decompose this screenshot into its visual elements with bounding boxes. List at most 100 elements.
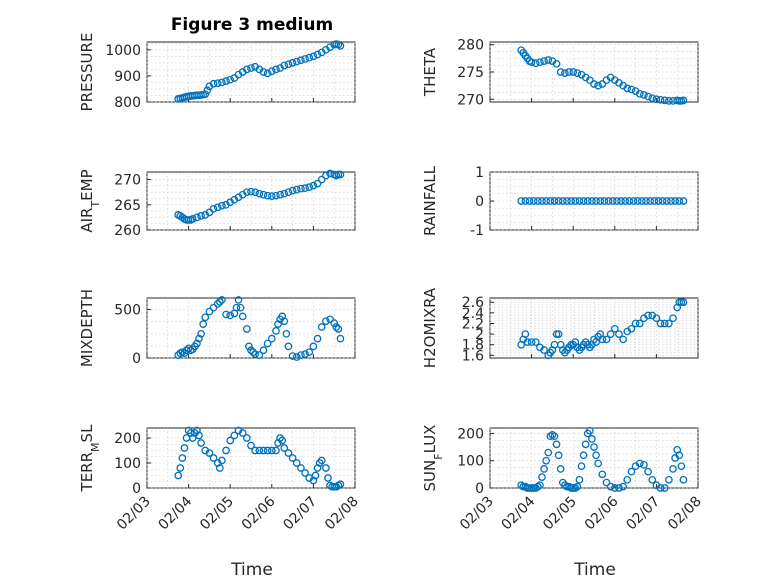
y-axis-label: RAINFALL <box>421 165 439 236</box>
data-point <box>215 298 224 306</box>
data-point <box>579 197 588 205</box>
data-point <box>197 329 205 338</box>
data-point <box>301 184 309 192</box>
data-point <box>197 439 205 447</box>
data-point <box>531 338 540 346</box>
data-point <box>209 454 218 462</box>
y-tick-label: 100 <box>457 454 484 470</box>
x-tick-label: 02/07 <box>280 494 320 534</box>
data-point <box>644 311 652 320</box>
data-point <box>176 464 185 472</box>
data-point <box>602 478 611 487</box>
x-tick-label: 02/05 <box>197 494 237 534</box>
data-point <box>263 69 272 78</box>
data-point <box>637 197 646 205</box>
data-point <box>255 446 264 455</box>
data-point <box>521 197 530 205</box>
data-point <box>627 85 636 94</box>
data-point <box>199 320 208 328</box>
data-point <box>292 185 301 194</box>
data-point <box>558 197 567 205</box>
data-point <box>679 298 688 307</box>
data-point <box>313 334 322 343</box>
data-point <box>238 429 247 437</box>
data-point <box>544 448 553 457</box>
data-point <box>297 351 305 359</box>
data-point <box>575 475 584 484</box>
data-point <box>554 197 563 205</box>
data-point <box>332 323 341 331</box>
data-point <box>588 435 596 443</box>
figure-title: Figure 3 medium <box>171 15 333 35</box>
data-point <box>648 94 657 103</box>
data-point <box>635 89 644 98</box>
data-point <box>583 197 592 205</box>
y-tick-label: 265 <box>114 198 141 214</box>
data-point <box>272 65 280 74</box>
data-point <box>660 319 669 328</box>
data-point <box>213 79 222 88</box>
data-point <box>234 296 243 304</box>
data-point <box>267 334 276 343</box>
data-point <box>554 451 563 460</box>
data-point <box>594 81 603 90</box>
subplot-air: 260 265 270 AIRTEMP <box>78 169 356 239</box>
data-point <box>259 346 268 355</box>
data-point <box>540 346 548 354</box>
data-point <box>255 189 264 198</box>
data-point <box>606 330 615 338</box>
y-tick-label: 1.6 <box>462 348 484 364</box>
data-point <box>272 191 280 200</box>
data-point <box>561 69 569 77</box>
data-point <box>193 339 201 348</box>
data-point <box>236 303 245 312</box>
subplot-terr: 0 100 200 02/03 02/04 02/05 02/06 02/07 02/08 TER… <box>78 424 362 533</box>
data-point <box>544 56 553 64</box>
x-tick-label: 02/06 <box>582 493 622 533</box>
data-point <box>282 329 291 338</box>
y-tick-label: 500 <box>114 303 141 319</box>
data-point <box>652 95 661 104</box>
data-point <box>272 446 280 455</box>
data-point <box>263 191 272 200</box>
data-point <box>521 330 530 338</box>
data-point <box>242 434 251 442</box>
data-point <box>631 319 640 328</box>
data-point <box>600 197 609 205</box>
data-point <box>588 197 596 205</box>
data-point <box>536 58 544 67</box>
x-tick-label: 02/06 <box>239 493 279 533</box>
data-point <box>527 338 536 346</box>
data-point <box>188 215 197 223</box>
data-point <box>573 482 582 491</box>
data-point <box>550 197 559 205</box>
data-point <box>255 351 264 359</box>
data-point <box>284 449 293 457</box>
data-point <box>592 197 600 205</box>
data-point <box>556 68 565 76</box>
data-point <box>623 475 632 484</box>
data-point <box>585 76 594 85</box>
data-point <box>242 325 251 333</box>
y-tick-label: -1 <box>470 223 484 239</box>
x-tick-label: 02/03 <box>457 494 497 534</box>
data-point <box>280 444 289 452</box>
y-tick-label: 1 <box>475 165 484 181</box>
data-point <box>679 197 688 205</box>
data-point <box>247 346 255 355</box>
data-point <box>259 190 268 199</box>
data-point <box>656 319 665 328</box>
data-point <box>232 303 241 312</box>
data-point <box>665 97 673 105</box>
y-axis-label: AIRTEMP <box>78 169 102 232</box>
data-point <box>527 58 536 67</box>
x-tick-label: 02/03 <box>114 494 154 534</box>
data-point <box>619 482 627 491</box>
data-point <box>669 465 677 473</box>
data-point <box>322 464 330 472</box>
data-point <box>193 213 201 222</box>
data-point <box>288 186 297 195</box>
data-point <box>222 310 230 319</box>
data-point <box>222 77 230 85</box>
